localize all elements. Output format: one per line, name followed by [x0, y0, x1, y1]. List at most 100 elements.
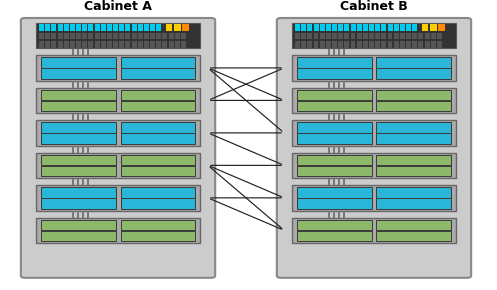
Bar — [297, 220, 372, 230]
Bar — [326, 24, 331, 31]
Bar — [332, 24, 337, 31]
Bar — [41, 220, 116, 230]
Bar — [36, 218, 200, 243]
Bar — [168, 33, 173, 39]
Bar — [107, 33, 112, 39]
Bar — [437, 41, 442, 48]
Bar — [58, 24, 63, 31]
Bar — [41, 187, 116, 197]
Bar — [166, 24, 172, 31]
Bar — [51, 24, 57, 31]
Bar — [125, 24, 131, 31]
Bar — [125, 41, 130, 48]
Bar — [292, 23, 456, 48]
Bar — [421, 24, 428, 31]
Bar — [376, 166, 451, 176]
Bar — [87, 49, 89, 55]
Bar — [388, 24, 393, 31]
Bar — [87, 146, 89, 153]
Bar — [101, 41, 106, 48]
FancyArrowPatch shape — [210, 167, 282, 229]
Bar — [333, 81, 335, 88]
Bar — [292, 88, 456, 113]
Bar — [174, 24, 180, 31]
Bar — [400, 33, 405, 39]
Bar — [76, 41, 81, 48]
Bar — [41, 122, 116, 133]
Bar — [41, 198, 116, 209]
Bar — [376, 231, 451, 241]
Bar — [307, 24, 313, 31]
Bar — [376, 187, 451, 197]
Bar — [381, 24, 387, 31]
Bar — [39, 24, 44, 31]
Bar — [175, 41, 180, 48]
Bar — [41, 68, 116, 79]
Bar — [424, 33, 429, 39]
Bar — [394, 33, 399, 39]
Bar — [83, 24, 87, 31]
Bar — [94, 33, 99, 39]
Bar — [41, 155, 116, 165]
Bar — [120, 198, 195, 209]
Bar — [350, 24, 356, 31]
Bar — [320, 41, 325, 48]
Bar — [431, 33, 436, 39]
Bar — [338, 41, 343, 48]
Bar — [437, 33, 442, 39]
Bar — [343, 81, 345, 88]
Bar — [113, 41, 118, 48]
Bar — [369, 24, 374, 31]
Bar — [394, 24, 399, 31]
Bar — [138, 33, 143, 39]
Bar — [320, 24, 325, 31]
Bar — [357, 24, 362, 31]
Bar — [150, 33, 155, 39]
Bar — [70, 24, 75, 31]
Bar — [375, 33, 380, 39]
Bar — [369, 41, 374, 48]
Bar — [292, 153, 456, 178]
Bar — [82, 179, 84, 185]
Bar — [338, 81, 340, 88]
Bar — [41, 90, 116, 100]
Bar — [430, 24, 436, 31]
Bar — [418, 33, 423, 39]
Bar — [376, 198, 451, 209]
Bar — [400, 41, 405, 48]
FancyArrowPatch shape — [211, 199, 281, 229]
Bar — [119, 33, 124, 39]
Bar — [338, 49, 340, 55]
Bar — [78, 146, 80, 153]
Bar — [120, 57, 195, 68]
Bar — [338, 179, 340, 185]
Bar — [314, 41, 319, 48]
Bar — [87, 211, 89, 218]
Bar — [64, 33, 69, 39]
Bar — [376, 133, 451, 144]
Bar — [64, 24, 69, 31]
Bar — [76, 33, 81, 39]
Bar — [333, 114, 335, 120]
Bar — [72, 81, 74, 88]
Bar — [332, 33, 337, 39]
Bar — [51, 33, 56, 39]
Bar — [107, 24, 112, 31]
Bar — [45, 41, 50, 48]
Bar — [39, 41, 44, 48]
FancyArrowPatch shape — [211, 69, 281, 99]
Bar — [83, 41, 87, 48]
Bar — [138, 24, 143, 31]
Bar — [119, 24, 124, 31]
Bar — [388, 41, 393, 48]
Bar — [156, 24, 162, 31]
Bar — [58, 33, 63, 39]
Bar — [125, 33, 130, 39]
Bar — [333, 49, 335, 55]
Bar — [168, 41, 173, 48]
Bar — [94, 24, 100, 31]
Bar — [297, 101, 372, 111]
Bar — [297, 122, 372, 133]
Bar — [51, 41, 56, 48]
Bar — [297, 155, 372, 165]
